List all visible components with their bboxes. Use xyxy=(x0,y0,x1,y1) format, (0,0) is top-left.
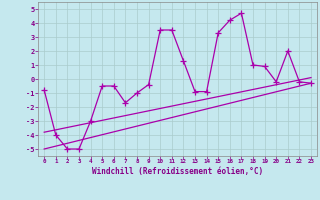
X-axis label: Windchill (Refroidissement éolien,°C): Windchill (Refroidissement éolien,°C) xyxy=(92,167,263,176)
